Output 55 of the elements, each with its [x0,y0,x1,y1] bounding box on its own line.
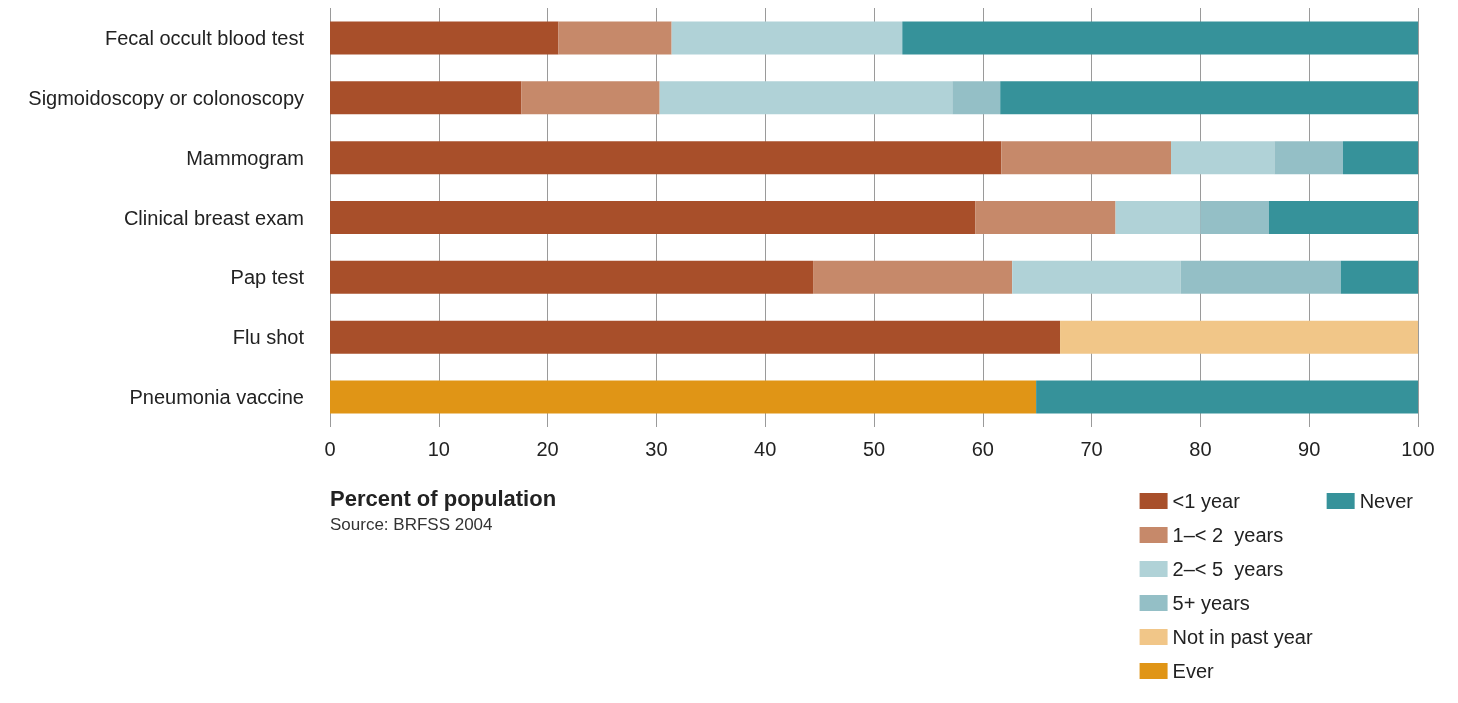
bar [330,380,1037,414]
bar [1001,141,1172,175]
x-tick-label: 40 [754,438,777,460]
source-note: Source: BRFSS 2004 [330,515,493,534]
legend-label: 2–< 5 years [1172,558,1284,580]
x-axis-title: Percent of population [330,485,557,511]
bar [902,21,1418,55]
x-tick-label: 20 [536,438,559,460]
bar [1274,141,1343,175]
bar [1000,81,1418,115]
y-tick-label: Fecal occult blood test [105,26,305,49]
legend-label: 5+ years [1172,592,1250,614]
x-tick-label: 100 [1401,438,1435,460]
x-tick-label: 60 [971,438,994,460]
bar [975,201,1116,234]
y-tick-label: Flu shot [232,326,305,349]
bar [558,21,672,55]
bar [1171,141,1275,175]
x-tick-label: 10 [427,438,450,460]
bar [1268,201,1418,234]
x-tick-label: 90 [1298,438,1321,460]
bar [1012,260,1181,294]
bar [1342,141,1418,175]
bar [1180,260,1341,294]
legend-label: Ever [1172,660,1215,682]
bar [330,141,1002,175]
bar [330,21,559,55]
bar [521,81,660,115]
x-tick-label: 70 [1080,438,1103,460]
x-tick-label: 30 [645,438,668,460]
y-tick-label: Pap test [230,266,305,289]
bar [1036,380,1418,414]
bar [330,320,1061,354]
legend-label: <1 year [1172,490,1241,512]
legend-label: 1–< 2 years [1172,524,1284,546]
bar [671,21,903,55]
bar [330,81,522,115]
y-tick-label: Clinical breast exam [123,206,304,229]
bar [1115,201,1201,234]
bar [330,201,976,234]
x-tick-label: 80 [1189,438,1212,460]
y-tick-label: Sigmoidoscopy or colonoscopy [28,86,304,109]
bar [813,260,1013,294]
y-tick-label: Pneumonia vaccine [129,386,304,409]
bar [1060,320,1418,354]
bar [952,81,1001,115]
legend-label: Not in past year [1172,626,1313,648]
bar [330,260,814,294]
y-tick-label: Mammogram [186,146,304,169]
bar [1340,260,1418,294]
x-tick-label: 50 [862,438,886,460]
legend-label: Never [1359,490,1414,512]
x-tick-label: 0 [324,438,336,460]
bar [659,81,953,115]
bar [1200,201,1269,234]
